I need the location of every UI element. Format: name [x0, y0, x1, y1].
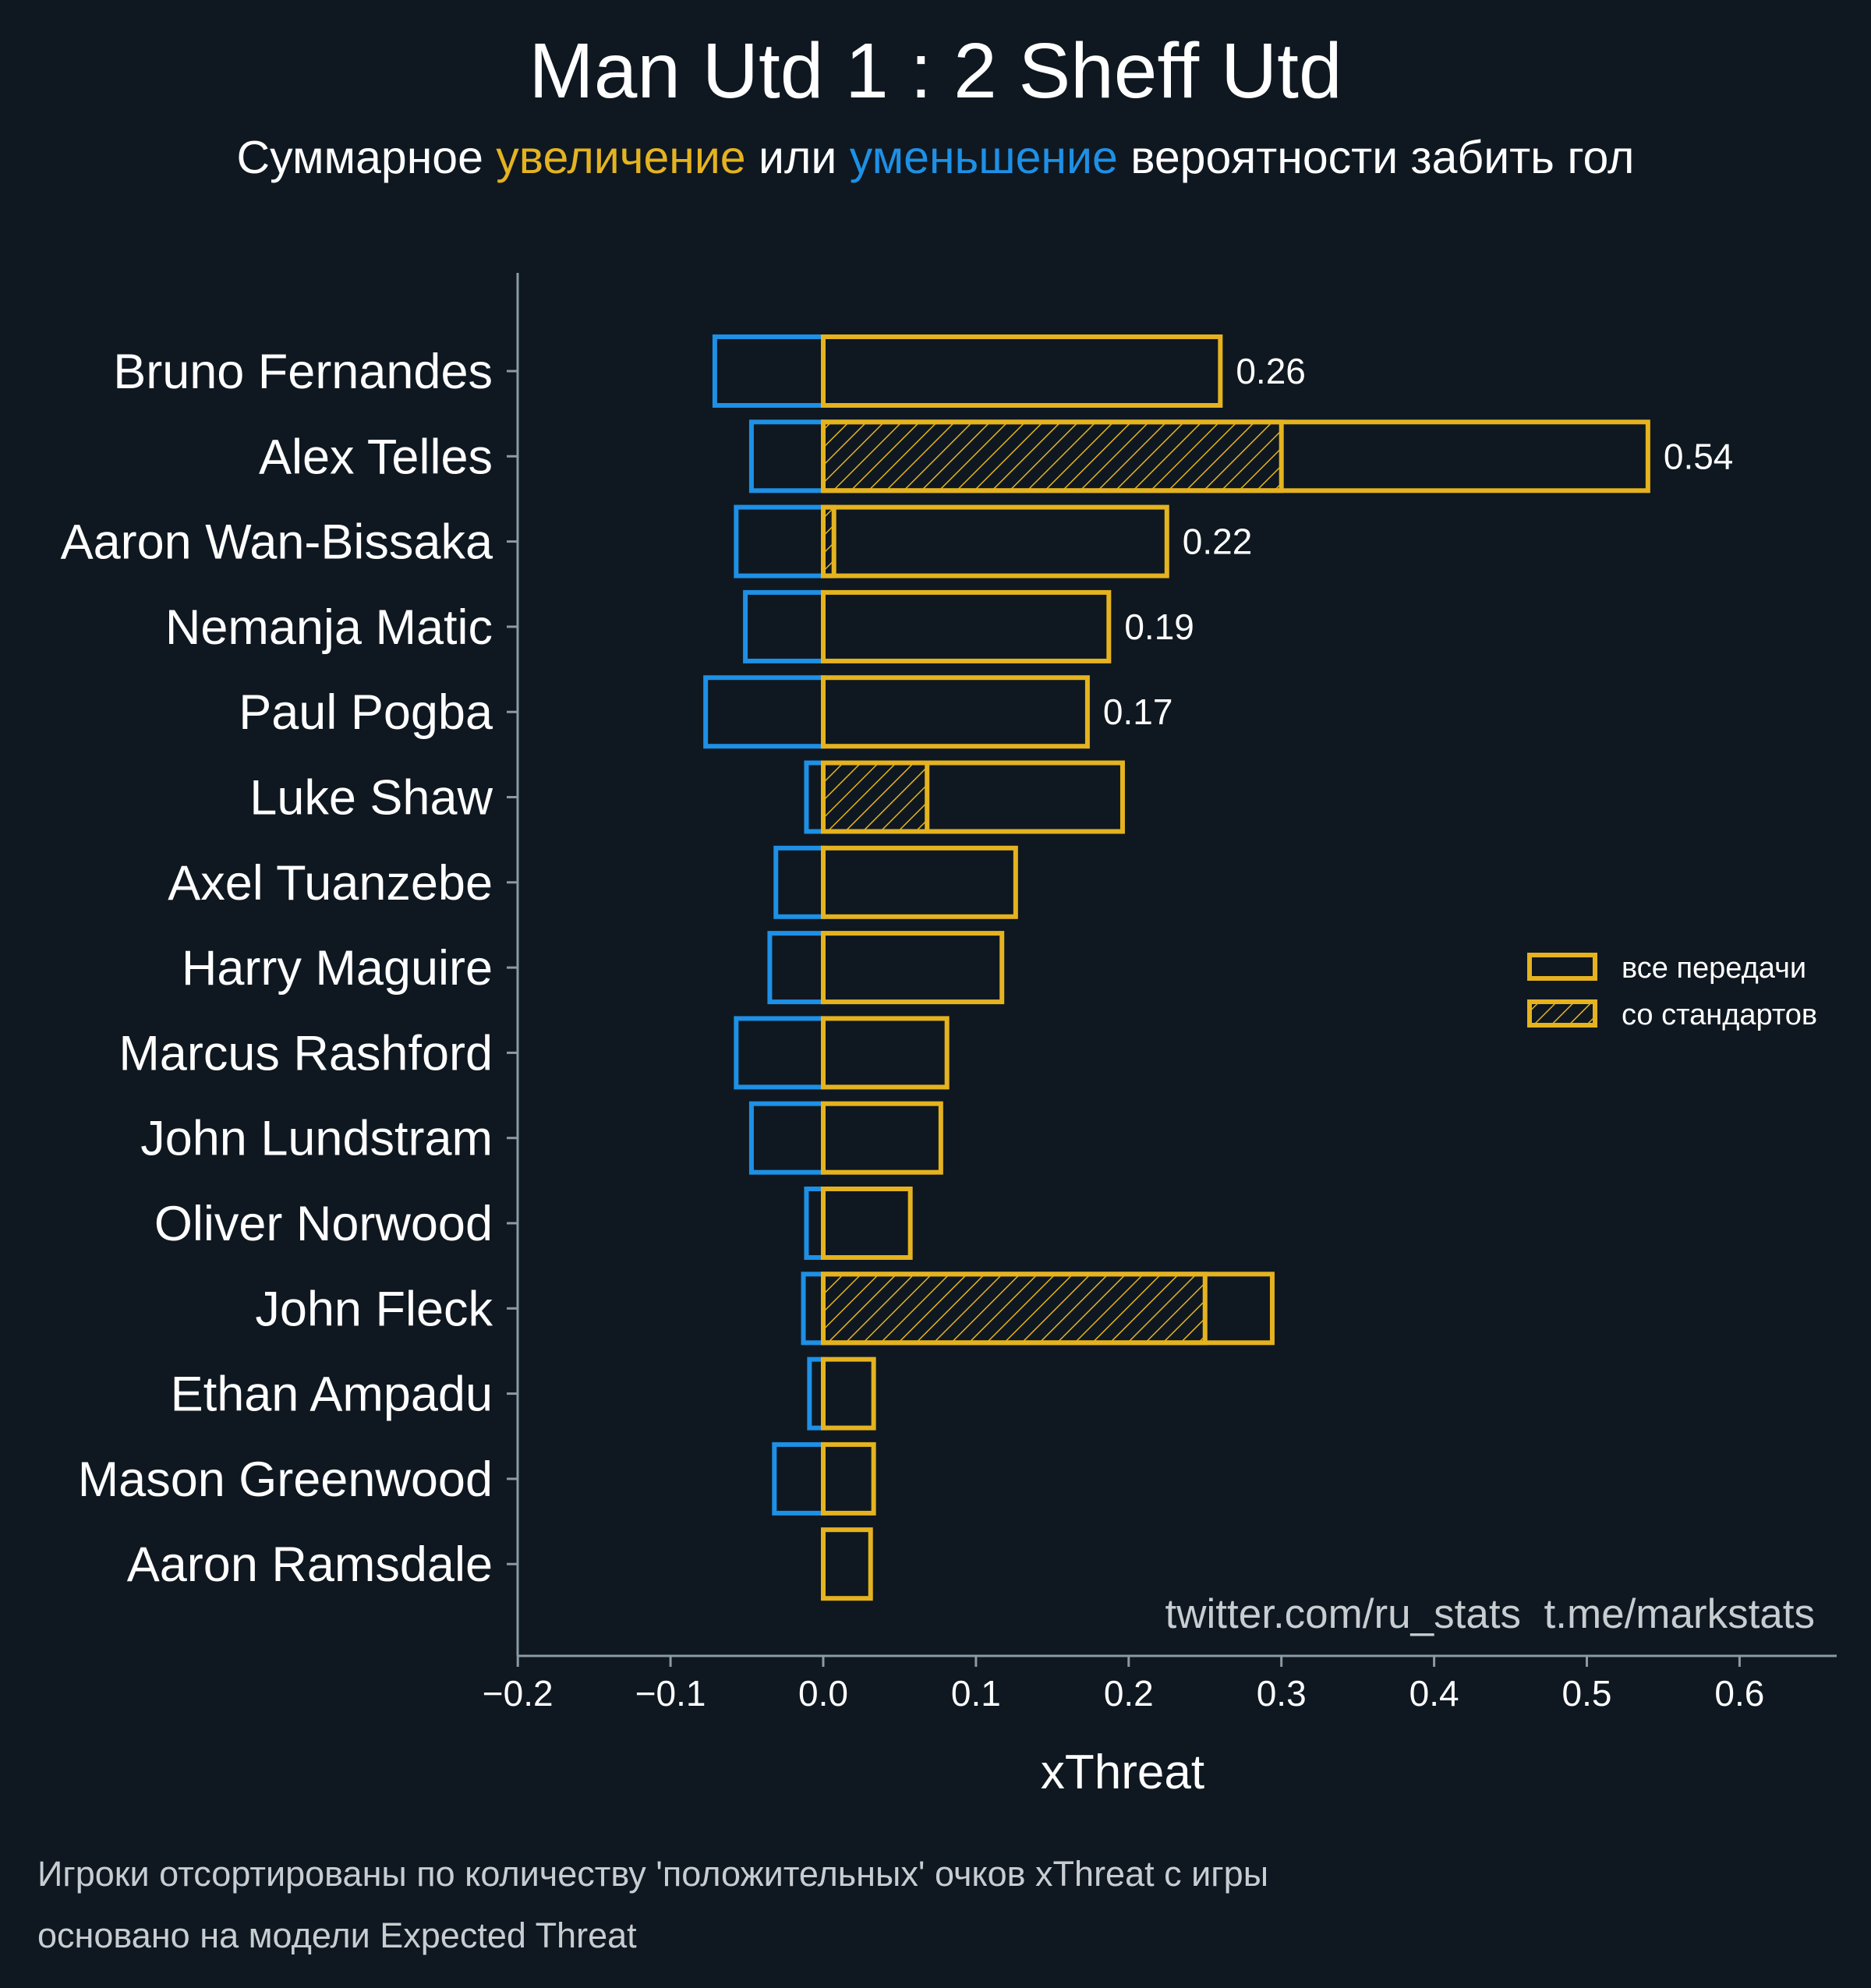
- player-label-alex-telles: Alex Telles: [259, 430, 493, 484]
- x-tick-label: 0.1: [951, 1673, 1001, 1714]
- player-label-aaron-wan-bissaka: Aaron Wan-Bissaka: [61, 515, 493, 570]
- bar-positive-harry-maguire: [821, 931, 1005, 1005]
- x-tick-label: 0.2: [1104, 1673, 1154, 1714]
- value-label-nemanja-matic: 0.19: [1124, 607, 1194, 647]
- bar-positive-aaron-ramsdale: [821, 1527, 873, 1601]
- bar-positive-bruno-fernandes: [821, 334, 1223, 408]
- legend-swatch-outline: [1527, 953, 1597, 981]
- bar-positive-oliver-norwood: [821, 1187, 913, 1260]
- bar-positive-nemanja-matic: [821, 589, 1112, 663]
- bar-positive-mason-greenwood: [821, 1441, 876, 1516]
- player-label-bruno-fernandes: Bruno Fernandes: [113, 345, 493, 399]
- player-label-oliver-norwood: Oliver Norwood: [154, 1197, 493, 1251]
- bar-negative-mason-greenwood: [772, 1441, 826, 1516]
- x-tick-label: 0.5: [1562, 1673, 1612, 1714]
- value-labels: 0.26 0.54 0.22 0.19 0.17: [1103, 351, 1733, 732]
- y-tick-labels: Bruno Fernandes Alex Telles Aaron Wan-Biss…: [61, 345, 518, 1592]
- x-tick-label: 0.3: [1257, 1673, 1307, 1714]
- bar-positive-john-lundstram: [821, 1101, 943, 1175]
- bar-positive-axel-tuanzebe: [821, 845, 1018, 919]
- bar-positive-aaron-wan-bissaka: [821, 504, 1169, 578]
- x-tick-label: 0.6: [1714, 1673, 1764, 1714]
- bar-negative-luke-shaw: [804, 760, 826, 834]
- bar-set-piece-luke-shaw: [821, 760, 930, 834]
- subtitle-negative-word: уменьшение: [850, 132, 1118, 183]
- legend-label-set-pieces: со стандартов: [1622, 999, 1817, 1031]
- x-tick-label: 0.4: [1409, 1673, 1459, 1714]
- x-axis-label: xThreat: [1041, 1746, 1204, 1799]
- bar-positive-ethan-ampadu: [821, 1357, 876, 1431]
- player-label-paul-pogba: Paul Pogba: [239, 685, 493, 740]
- bar-negative-bruno-fernandes: [712, 334, 826, 408]
- bar-negative-marcus-rashford: [734, 1016, 826, 1090]
- footnote-2: основано на модели Expected Threat: [37, 1915, 637, 1955]
- bar-layer: [703, 334, 1650, 1601]
- footnote-1: Игроки отсортированы по количеству 'поло…: [37, 1854, 1268, 1894]
- bar-negative-alex-telles: [748, 419, 826, 493]
- subtitle-positive-word: увеличение: [496, 132, 745, 183]
- legend-label-all-passes: все передачи: [1622, 952, 1806, 985]
- x-tick-label: −0.2: [483, 1673, 554, 1714]
- player-label-marcus-rashford: Marcus Rashford: [118, 1026, 493, 1081]
- chart-title: Man Utd 1 : 2 Sheff Utd: [529, 27, 1342, 115]
- bar-negative-john-fleck: [801, 1272, 826, 1346]
- subtitle-part-1: Суммарное: [237, 132, 497, 183]
- x-tick-label: 0.0: [798, 1673, 848, 1714]
- subtitle-part-2: или: [746, 132, 850, 183]
- bar-positive-john-fleck: [821, 1272, 1275, 1346]
- watermark: twitter.com/ru_stats t.me/markstats: [1165, 1591, 1815, 1637]
- bar-negative-john-lundstram: [748, 1101, 826, 1175]
- value-label-bruno-fernandes: 0.26: [1236, 351, 1306, 391]
- player-label-john-lundstram: John Lundstram: [140, 1112, 493, 1166]
- x-tick-layer: −0.2 −0.1 0.0 0.1 0.2 0.3 0.4 0.5 0.6: [483, 1656, 1764, 1714]
- bar-negative-aaron-wan-bissaka: [734, 504, 826, 578]
- player-label-harry-maguire: Harry Maguire: [182, 941, 493, 996]
- value-label-paul-pogba: 0.17: [1103, 692, 1173, 732]
- player-label-axel-tuanzebe: Axel Tuanzebe: [168, 856, 493, 911]
- legend-swatch-hatched: [1527, 999, 1597, 1028]
- bar-positive-paul-pogba: [821, 675, 1090, 749]
- bar-set-piece-alex-telles: [821, 419, 1284, 493]
- bar-negative-nemanja-matic: [743, 589, 826, 663]
- bar-negative-oliver-norwood: [804, 1187, 826, 1260]
- bar-positive-alex-telles: [821, 419, 1650, 493]
- subtitle-part-3: вероятности забить гол: [1118, 132, 1635, 183]
- player-label-ethan-ampadu: Ethan Ampadu: [171, 1367, 493, 1422]
- player-label-mason-greenwood: Mason Greenwood: [78, 1452, 493, 1507]
- value-label-aaron-wan-bissaka: 0.22: [1183, 522, 1253, 562]
- player-label-aaron-ramsdale: Aaron Ramsdale: [127, 1537, 493, 1592]
- player-label-luke-shaw: Luke Shaw: [249, 771, 493, 826]
- bar-positive-luke-shaw: [821, 760, 1125, 834]
- bar-positive-marcus-rashford: [821, 1016, 950, 1090]
- x-tick-label: −0.1: [635, 1673, 706, 1714]
- chart-subtitle: Суммарное увеличение или уменьшение веро…: [237, 132, 1635, 183]
- bar-negative-paul-pogba: [703, 675, 826, 749]
- player-label-john-fleck: John Fleck: [255, 1282, 493, 1336]
- bar-negative-harry-maguire: [767, 931, 826, 1005]
- bar-negative-axel-tuanzebe: [773, 845, 826, 919]
- player-label-nemanja-matic: Nemanja Matic: [165, 600, 493, 655]
- value-label-alex-telles: 0.54: [1664, 436, 1734, 476]
- bar-set-piece-john-fleck: [821, 1272, 1208, 1346]
- legend: все передачи со стандартов: [1527, 952, 1817, 1031]
